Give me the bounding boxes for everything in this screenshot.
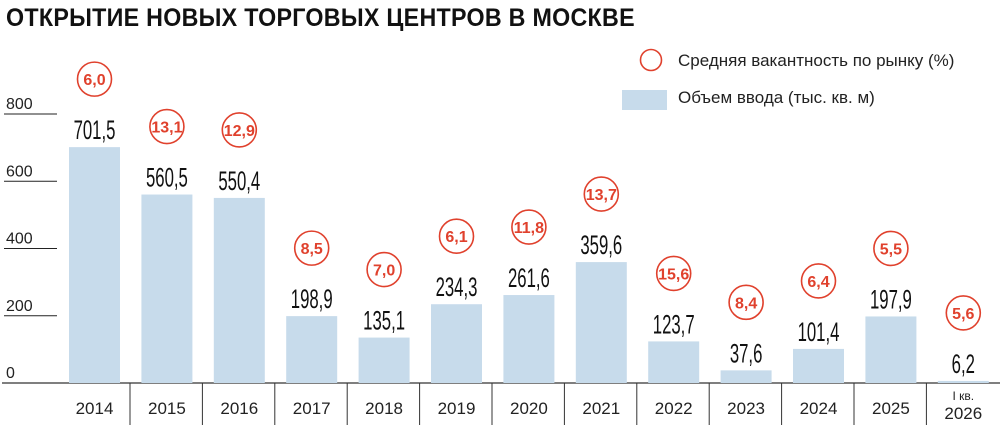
x-tick-label: 2023 bbox=[727, 399, 765, 418]
vacancy-label: 8,5 bbox=[301, 241, 323, 258]
bar-value-label: 101,4 bbox=[798, 317, 840, 347]
vacancy-circle bbox=[149, 108, 185, 145]
vacancy-label: 5,5 bbox=[880, 241, 902, 258]
vacancy-circle bbox=[76, 61, 113, 97]
chart-title: ОТКРЫТИЕ НОВЫХ ТОРГОВЫХ ЦЕНТРОВ В МОСКВЕ bbox=[6, 4, 635, 32]
x-tick-label: 2015 bbox=[148, 399, 186, 418]
x-tick-label: 2016 bbox=[220, 399, 258, 418]
vacancy-circle bbox=[655, 255, 692, 292]
bar-I-кв.-2026 bbox=[937, 380, 989, 383]
bar-value-label: 6,2 bbox=[952, 349, 975, 379]
vacancy-circle bbox=[293, 230, 330, 266]
vacancy-label: 5,6 bbox=[952, 306, 974, 323]
vacancy-circle bbox=[728, 284, 764, 321]
vacancy-circle bbox=[511, 209, 547, 245]
x-tick-label: 2017 bbox=[293, 399, 331, 418]
legend-item-volume: Объем ввода (тыс. кв. м) bbox=[622, 88, 875, 110]
bar-2021 bbox=[575, 262, 627, 383]
bar-2015 bbox=[141, 194, 193, 383]
bar-value-label: 37,6 bbox=[730, 338, 763, 368]
bar-2017 bbox=[286, 316, 338, 383]
y-tick-label: 200 bbox=[6, 298, 33, 315]
x-tick-label: 2014 bbox=[76, 399, 114, 418]
bar-2024 bbox=[793, 348, 844, 383]
bar-value-label: 198,9 bbox=[291, 284, 333, 314]
bar-value-label: 261,6 bbox=[508, 263, 550, 293]
vacancy-circle bbox=[366, 251, 402, 288]
x-tick-label: 2018 bbox=[365, 399, 403, 418]
vacancy-label: 13,1 bbox=[151, 120, 182, 137]
bar-2014 bbox=[69, 147, 120, 383]
bar-value-label: 197,9 bbox=[870, 284, 912, 314]
legend-item-vacancy: Средняя вакантность по рынку (%) bbox=[639, 48, 955, 72]
bar-2020 bbox=[503, 295, 555, 383]
bar-2025 bbox=[865, 316, 917, 383]
vacancy-label: 12,9 bbox=[224, 123, 255, 140]
legend-swatch-icon bbox=[622, 90, 667, 110]
x-tick-label: I кв. bbox=[952, 389, 974, 403]
bar-value-label: 359,6 bbox=[580, 230, 622, 260]
vacancy-label: 15,6 bbox=[658, 266, 689, 283]
y-tick-label: 800 bbox=[6, 96, 33, 113]
bar-value-label: 550,4 bbox=[218, 166, 260, 196]
y-tick-label: 600 bbox=[6, 163, 33, 180]
vacancy-label: 8,4 bbox=[735, 295, 757, 312]
vacancy-label: 6,0 bbox=[83, 72, 105, 89]
vacancy-circle bbox=[583, 176, 620, 212]
vacancy-circle bbox=[945, 295, 982, 331]
x-tick-label: 2024 bbox=[800, 399, 838, 418]
bar-value-label: 701,5 bbox=[74, 115, 116, 145]
bar-value-label: 234,3 bbox=[436, 272, 478, 302]
bar-value-label: 123,7 bbox=[653, 309, 695, 339]
legend-label-vacancy: Средняя вакантность по рынку (%) bbox=[678, 51, 955, 70]
x-tick-label: 2026 bbox=[944, 404, 982, 423]
bar-value-label: 135,1 bbox=[363, 306, 405, 336]
vacancy-circle bbox=[800, 263, 837, 299]
vacancy-label: 6,4 bbox=[807, 274, 829, 291]
bar-2019 bbox=[431, 304, 482, 383]
y-tick-label: 400 bbox=[6, 231, 33, 248]
x-tick-label: 2019 bbox=[438, 399, 476, 418]
bar-2016 bbox=[213, 197, 265, 383]
y-tick-label: 0 bbox=[6, 365, 15, 382]
x-tick-label: 2021 bbox=[582, 399, 620, 418]
bar-2022 bbox=[648, 341, 700, 383]
vacancy-circle bbox=[438, 218, 475, 255]
bar-2023 bbox=[720, 370, 772, 383]
bar-value-label: 560,5 bbox=[146, 162, 188, 192]
x-tick-label: 2020 bbox=[510, 399, 548, 418]
vacancy-label: 7,0 bbox=[373, 263, 395, 280]
legend-circle-icon bbox=[639, 48, 663, 72]
vacancy-label: 6,1 bbox=[445, 229, 467, 246]
vacancy-circle bbox=[221, 112, 258, 148]
bar-2018 bbox=[358, 337, 410, 383]
vacancy-label: 11,8 bbox=[514, 220, 544, 237]
vacancy-label: 13,7 bbox=[586, 187, 617, 204]
vacancy-circle bbox=[873, 230, 909, 267]
x-tick-label: 2022 bbox=[655, 399, 693, 418]
x-tick-label: 2025 bbox=[872, 399, 910, 418]
legend-label-volume: Объем ввода (тыс. кв. м) bbox=[678, 88, 875, 107]
